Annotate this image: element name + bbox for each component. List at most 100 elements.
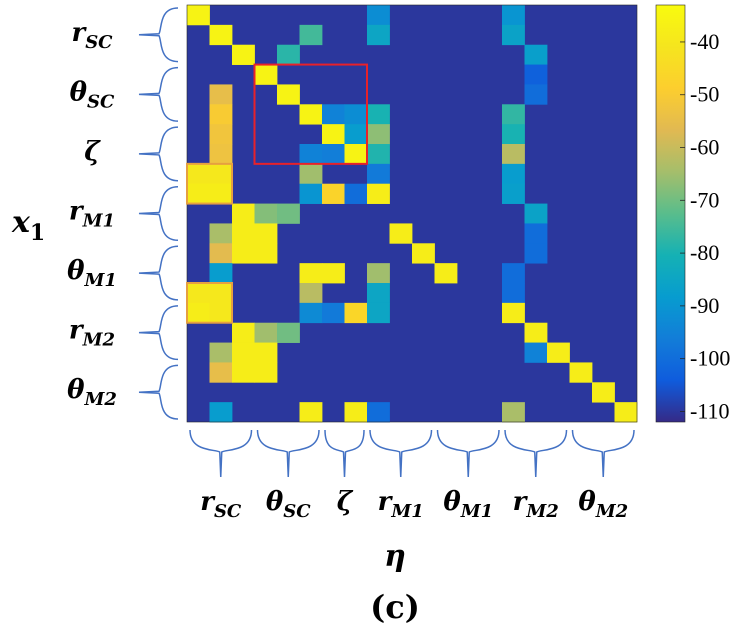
heatmap-cell [502,24,525,46]
column-group-label-symbol: r [378,487,394,517]
heatmap-cell [524,84,548,105]
colorbar: -40 -50 -60 -70 -80 -90 -100 -110 [655,4,730,423]
heatmap-cell [209,283,233,304]
heatmap-cell [187,163,210,185]
heatmap-cell [367,144,390,165]
heatmap-cell [232,362,255,383]
row-group-label-subscript: SC [85,32,113,53]
heatmap-cell [344,183,368,204]
heatmap-cell [187,302,210,324]
heatmap-cell [367,163,390,185]
column-group-label: ζ [337,487,354,517]
column-group-label-symbol: θ [443,487,461,517]
heatmap-cell [367,263,390,284]
column-group-braces [189,429,635,478]
heatmap-cell [502,124,525,145]
row-group-label-symbol: r [69,316,85,346]
column-group-label: rM1 [378,487,424,522]
heatmap-cell [502,402,525,423]
heatmap-cell [209,223,233,244]
heatmap-cell [209,183,233,204]
column-group-label-symbol: r [200,487,216,517]
heatmap-cell [232,44,255,65]
row-group-brace [138,364,179,420]
heatmap-cell [299,402,323,423]
heatmap-cell [502,163,525,185]
heatmap-cell [367,5,390,26]
heatmap-cell [344,302,368,324]
column-group-brace [436,429,500,478]
heatmap-cell [209,342,233,363]
row-group-brace [138,185,179,242]
column-group-label: rM2 [513,487,559,522]
row-group-label: rM2 [69,316,115,351]
heatmap-cell [344,124,368,145]
heatmap-cell [187,5,210,26]
row-group-brace [138,245,179,301]
heatmap-cell [367,24,390,46]
heatmap-cell [209,402,233,423]
heatmap-cell [524,322,548,343]
heatmap-cell [367,104,390,125]
column-group-label-symbol: θ [266,487,284,517]
heatmap-cell [299,144,323,165]
heatmap-cell [299,104,323,125]
row-group-label: θM1 [67,256,117,291]
row-group-label: θM2 [67,375,117,410]
row-group-brace [138,66,179,122]
heatmap-cell [232,342,255,363]
row-group-label-symbol: θ [67,375,85,405]
colorbar-tick-label: -60 [690,135,719,160]
column-group-label-subscript: SC [214,501,242,522]
heatmap-cell [524,223,548,244]
heatmap-cell [299,283,323,304]
row-group-label-subscript: M1 [82,211,115,232]
row-group-label: rM1 [69,197,115,232]
colorbar-tick-label: -50 [690,82,719,107]
heatmap-cell [254,362,278,383]
column-group-label: θM2 [578,487,628,522]
heatmap-cell [187,183,210,204]
highlight-boxes [186,63,368,324]
heatmap-cell [322,144,345,165]
row-group-label: ζ [84,137,101,167]
heatmap-cell [209,144,233,165]
heatmap-cell [209,163,233,185]
heatmap-cell [344,402,368,423]
heatmap-cell [254,322,278,343]
heatmap-cell [277,322,300,343]
heatmap-cell [322,124,345,145]
heatmap-cell [209,263,233,284]
heatmap-cell [367,124,390,145]
column-group-label-subscript: SC [283,501,311,522]
heatmap-cell [502,283,525,304]
heatmap-cell [209,24,233,46]
row-group-brace [138,305,179,361]
heatmap-cell [367,302,390,324]
column-group-brace [504,429,568,478]
heatmap-cell [524,64,548,85]
heatmap-cell [299,183,323,204]
column-group-label-symbol: r [513,487,529,517]
row-group-brace [138,7,179,63]
heatmap-cell [524,44,548,65]
column-group-brace [571,429,635,478]
heatmap-cell [502,144,525,165]
heatmap-cell [322,104,345,125]
heatmap-cell [254,243,278,264]
heatmap-cell [299,163,323,185]
heatmap-cell [344,104,368,125]
column-group-label: θSC [266,487,311,522]
y-axis-label: x1 [11,205,45,246]
colorbar-tick-label: -40 [690,29,719,54]
heatmap-cell [592,382,615,403]
heatmap-cell [502,104,525,125]
heatmap-cell [299,24,323,46]
heatmap-cell [322,302,345,324]
heatmap-cell [232,243,255,264]
heatmap-cell [254,223,278,244]
row-group-label-symbol: θ [70,77,88,107]
heatmap-cell [434,263,458,284]
column-group-label: θM1 [443,487,493,522]
